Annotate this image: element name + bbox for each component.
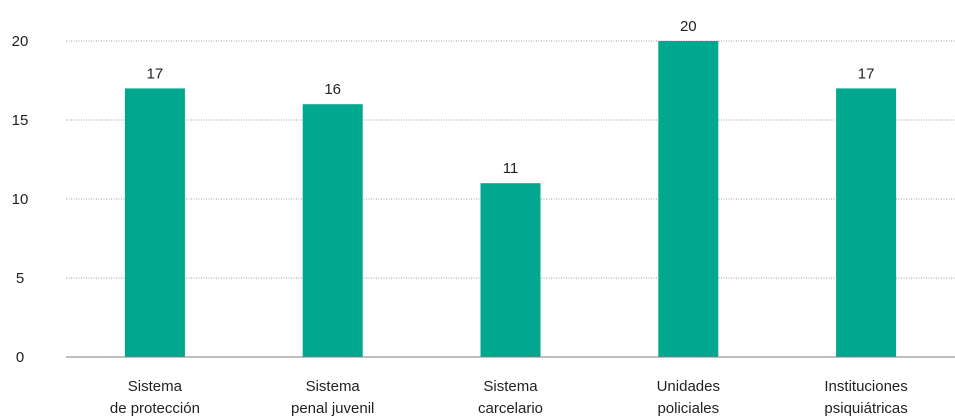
y-tick-label: 20 [12, 33, 29, 50]
category-labels: Sistema de protección Sistema penal juvenil… [110, 378, 908, 417]
y-tick-label: 15 [12, 112, 29, 129]
gridlines [66, 40, 955, 279]
y-axis-ticks: 0 5 10 15 20 [12, 33, 29, 366]
x-tick-label: Unidades policiales [657, 378, 720, 417]
data-label: 16 [324, 81, 341, 98]
bar [302, 104, 363, 357]
x-tick-label: Sistema penal juvenil [291, 378, 374, 417]
x-tick-label: Instituciones psiquiátricas [824, 378, 907, 417]
y-tick-label: 5 [16, 270, 24, 287]
y-tick-label: 10 [12, 191, 29, 208]
bar [124, 88, 185, 358]
bars [124, 41, 897, 358]
bar [480, 183, 541, 357]
data-label: 11 [503, 160, 519, 177]
data-labels: 17 16 11 20 17 [147, 18, 875, 177]
bar [836, 88, 897, 358]
y-tick-label: 0 [16, 349, 24, 366]
data-label: 20 [680, 18, 697, 35]
x-tick-label: Sistema carcelario [478, 378, 543, 417]
data-label: 17 [858, 65, 875, 82]
bar [658, 41, 719, 357]
data-label: 17 [147, 65, 164, 82]
x-tick-label: Sistema de protección [110, 378, 200, 417]
